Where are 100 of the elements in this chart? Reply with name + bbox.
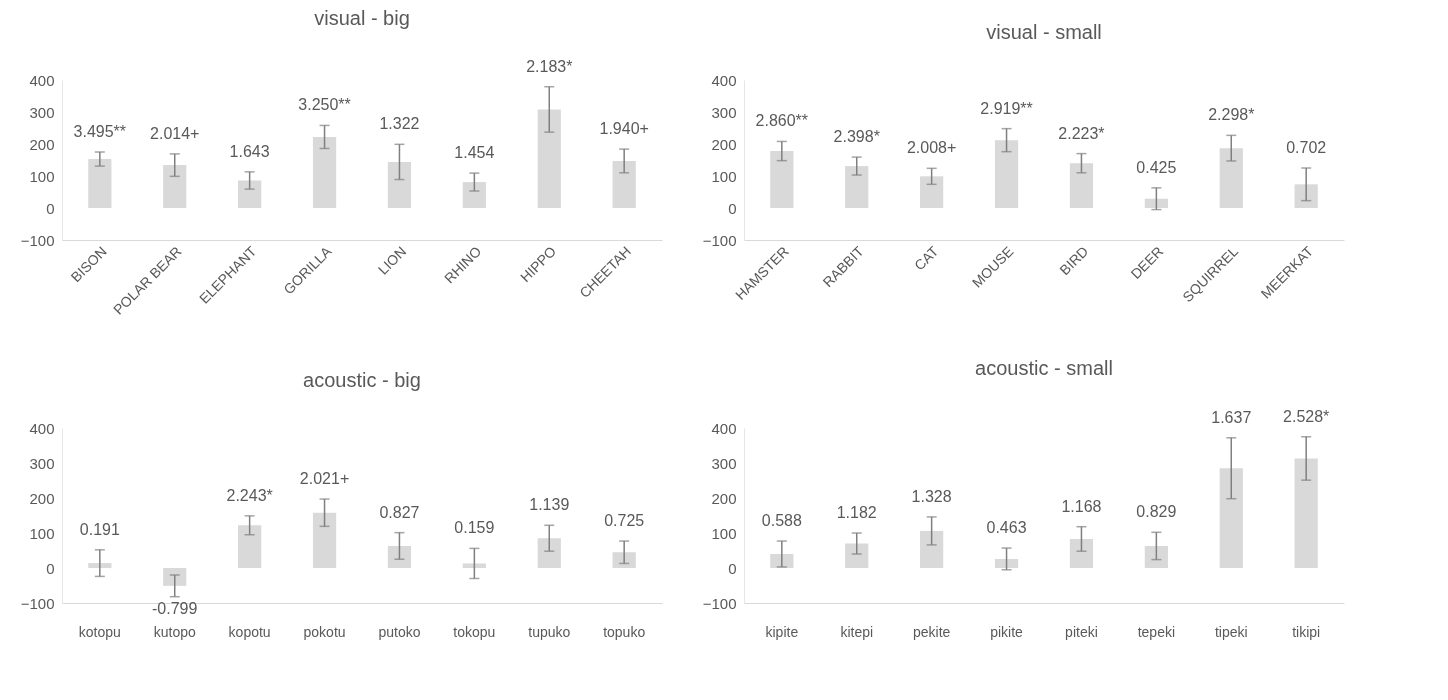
- annotation: 2.223*: [1058, 124, 1105, 142]
- annotation: 2.398*: [833, 128, 880, 146]
- annotation: 1.637: [1211, 408, 1252, 426]
- bar: [612, 552, 636, 568]
- x-tick-label: tipeki: [1214, 623, 1248, 640]
- x-tick-label: tokopu: [453, 623, 496, 640]
- x-tick-label: kitepi: [840, 623, 874, 640]
- y-tick-label: 0: [728, 559, 737, 577]
- bar: [387, 161, 412, 208]
- annotation: 0.588: [761, 512, 802, 530]
- x-tick-label: pokotu: [303, 623, 346, 640]
- annotation: 0.159: [454, 519, 495, 537]
- y-tick-label: 100: [29, 167, 55, 185]
- annotation: 1.322: [379, 115, 420, 133]
- bar: [88, 159, 112, 208]
- y-tick-label: 200: [711, 135, 737, 153]
- annotation: 2.298*: [1208, 106, 1255, 124]
- chart-title: visual - big: [314, 6, 410, 29]
- annotation: 3.495**: [73, 123, 127, 140]
- annotation: 2.860**: [755, 112, 809, 130]
- y-tick-label: 200: [29, 489, 55, 507]
- y-tick-label: −100: [702, 231, 737, 249]
- y-tick-label: 400: [29, 419, 55, 437]
- x-tick-label: topuko: [603, 623, 646, 640]
- bar: [312, 136, 337, 208]
- bar: [920, 530, 944, 568]
- y-tick-label: −100: [702, 594, 737, 612]
- annotation: -0.799: [152, 599, 198, 617]
- bar: [1069, 163, 1094, 208]
- chart-title: visual - small: [986, 21, 1102, 43]
- annotation: 0.702: [1286, 139, 1327, 156]
- x-tick-label: kotopu: [78, 623, 121, 640]
- annotation: 1.454: [454, 144, 495, 162]
- x-tick-label: CAT: [911, 242, 942, 274]
- y-tick-label: 300: [711, 454, 737, 472]
- annotation: 0.829: [1136, 503, 1177, 521]
- bar: [845, 543, 869, 568]
- y-tick-label: 200: [29, 135, 55, 153]
- x-tick-label: putoko: [378, 623, 421, 640]
- chart-title: acoustic - small: [975, 356, 1113, 379]
- annotation: 0.725: [604, 512, 645, 530]
- bar: [1219, 468, 1243, 568]
- annotation: 1.328: [911, 487, 952, 505]
- bar: [1144, 545, 1168, 568]
- bar: [994, 140, 1019, 208]
- annotation: 1.643: [229, 142, 270, 160]
- y-tick-label: 200: [711, 489, 737, 507]
- bar: [462, 563, 486, 568]
- annotation: 2.243*: [226, 486, 273, 504]
- chart-title: acoustic - big: [303, 369, 421, 391]
- y-tick-label: 100: [711, 167, 737, 185]
- annotation: 0.425: [1136, 158, 1177, 176]
- annotation: 1.168: [1061, 497, 1102, 515]
- x-tick-label: kutopo: [153, 623, 196, 640]
- annotation: 2.021+: [299, 470, 350, 488]
- bar: [312, 512, 337, 568]
- bar: [163, 568, 187, 586]
- bar: [387, 545, 412, 568]
- y-tick-label: 0: [46, 559, 55, 577]
- bar: [994, 558, 1019, 568]
- bar: [1069, 538, 1094, 568]
- y-tick-label: 400: [29, 71, 55, 89]
- y-tick-label: 400: [711, 71, 737, 89]
- x-tick-label: pekite: [912, 623, 951, 640]
- annotation: 2.183*: [526, 57, 573, 75]
- y-tick-label: −100: [20, 594, 55, 612]
- annotation: 0.463: [986, 519, 1027, 537]
- y-tick-label: 300: [29, 454, 55, 472]
- bar: [537, 109, 561, 208]
- bar: [462, 182, 486, 208]
- y-tick-label: 0: [46, 199, 55, 217]
- y-tick-label: −100: [20, 231, 55, 249]
- bar: [238, 180, 262, 208]
- x-tick-label: tupuko: [528, 623, 571, 640]
- annotation: 2.919**: [980, 99, 1033, 117]
- bar: [163, 165, 187, 208]
- annotation: 2.008+: [906, 139, 957, 157]
- y-tick-label: 0: [728, 199, 737, 217]
- bar: [1294, 184, 1318, 208]
- x-tick-label: kopotu: [228, 623, 271, 640]
- x-tick-label: tepeki: [1137, 623, 1176, 640]
- x-tick-label: kipite: [765, 623, 799, 640]
- bar: [1294, 458, 1318, 568]
- annotation: 0.827: [379, 503, 420, 521]
- x-tick-label: pikite: [990, 623, 1024, 640]
- y-tick-label: 400: [711, 419, 737, 437]
- annotation: 1.139: [529, 496, 570, 514]
- bar: [1144, 198, 1168, 208]
- annotation: 2.014+: [150, 124, 200, 142]
- y-tick-label: 100: [711, 524, 737, 542]
- bar: [845, 166, 869, 208]
- annotation: 0.191: [79, 520, 120, 538]
- bar: [238, 525, 262, 568]
- x-tick-label: piteki: [1065, 623, 1098, 640]
- bar: [920, 176, 944, 208]
- y-tick-label: 300: [711, 103, 737, 121]
- y-tick-label: 100: [29, 524, 55, 542]
- annotation: 2.528*: [1283, 407, 1330, 425]
- annotation: 1.940+: [599, 120, 649, 138]
- bar: [612, 160, 636, 208]
